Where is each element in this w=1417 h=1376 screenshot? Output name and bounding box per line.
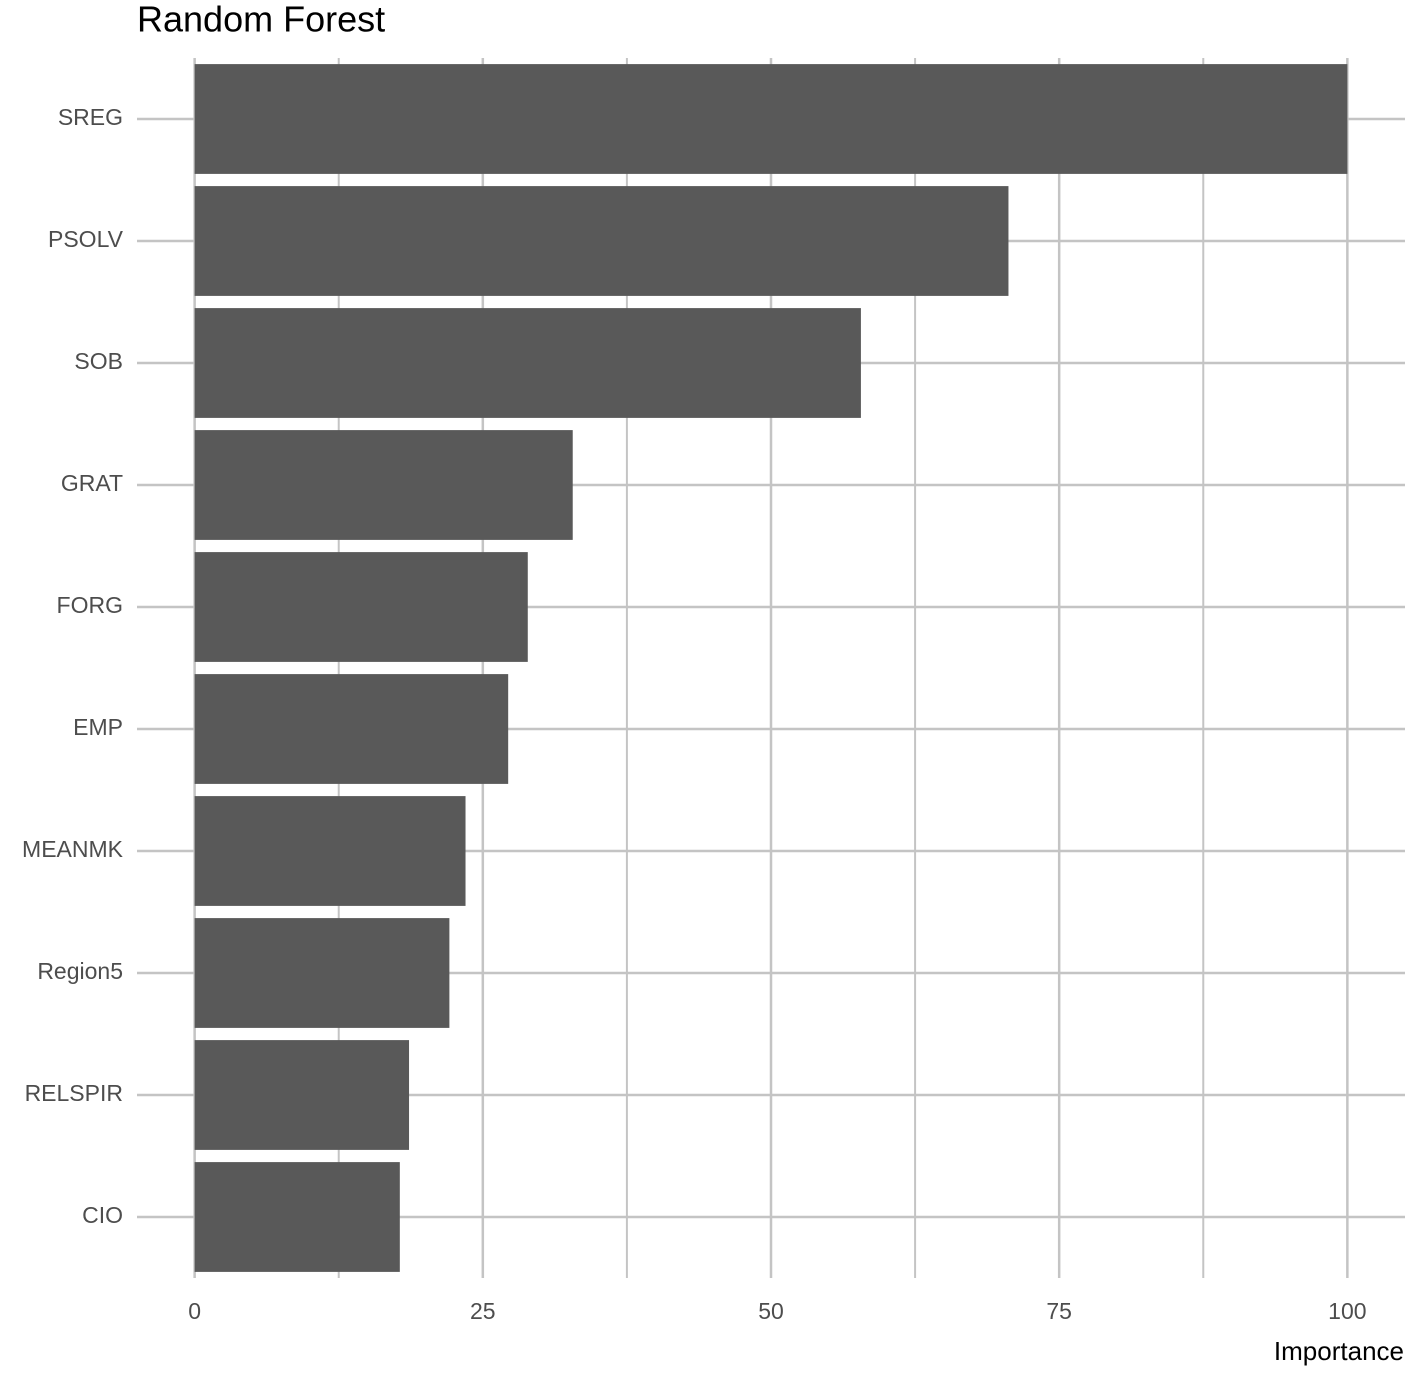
y-tick-label: FORG [57,592,123,618]
bar [194,552,528,662]
x-tick-label: 50 [758,1298,784,1324]
bar [194,64,1348,174]
bar [194,186,1009,296]
bar [194,430,573,540]
y-tick-label: CIO [82,1202,123,1228]
x-axis-label: Importance [1274,1336,1404,1366]
y-tick-label: Region5 [37,958,123,984]
bar [194,796,466,906]
y-tick-label: MEANMK [22,836,124,862]
x-tick-label: 100 [1328,1298,1366,1324]
x-tick-label: 0 [188,1298,201,1324]
y-tick-label: SOB [74,348,123,374]
y-tick-label: GRAT [61,470,123,496]
chart-title: Random Forest [137,0,385,40]
y-tick-label: EMP [73,714,123,740]
bar [194,1040,410,1150]
bar [194,918,450,1028]
y-tick-label: PSOLV [48,226,124,252]
y-tick-label: RELSPIR [25,1080,123,1106]
bar [194,308,861,418]
bar [194,674,509,784]
x-tick-label: 75 [1046,1298,1072,1324]
y-tick-label: SREG [58,104,123,130]
bar [194,1162,400,1272]
x-tick-label: 25 [470,1298,496,1324]
